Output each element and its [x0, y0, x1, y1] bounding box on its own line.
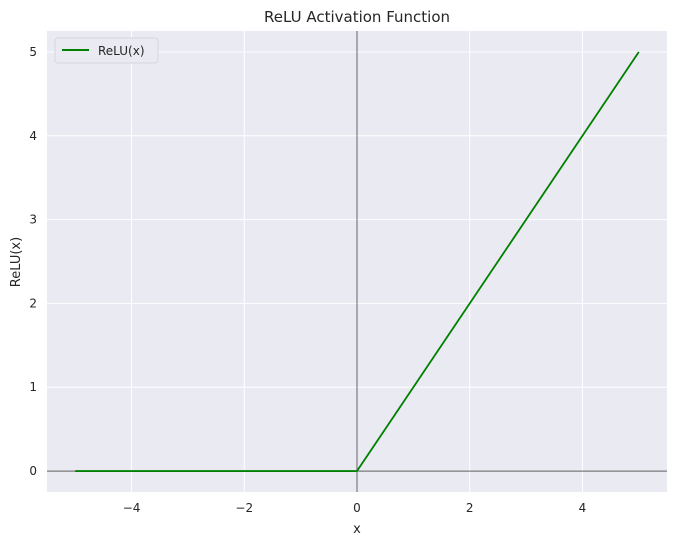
- y-axis-label: ReLU(x): [9, 237, 24, 287]
- x-tick-label: 0: [353, 501, 361, 515]
- y-tick-label: 2: [29, 296, 37, 310]
- legend-entry-label: ReLU(x): [98, 44, 145, 58]
- x-tick-label: −4: [123, 501, 141, 515]
- x-axis-label: x: [353, 522, 361, 537]
- x-tick-label: 2: [466, 501, 474, 515]
- chart-title: ReLU Activation Function: [264, 8, 450, 26]
- legend: ReLU(x): [54, 37, 159, 64]
- tick-labels: −4 −2 0 2 4 0 1 2 3 4 5: [29, 45, 586, 515]
- y-tick-label: 4: [29, 129, 37, 143]
- x-tick-label: 4: [579, 501, 587, 515]
- series-layer: [75, 51, 640, 472]
- relu-series-line: [75, 51, 640, 472]
- y-tick-label: 3: [29, 213, 37, 227]
- y-tick-label: 0: [29, 464, 37, 478]
- y-tick-label: 5: [29, 45, 37, 59]
- legend-box: [54, 37, 159, 64]
- x-tick-label: −2: [235, 501, 253, 515]
- y-tick-label: 1: [29, 380, 37, 394]
